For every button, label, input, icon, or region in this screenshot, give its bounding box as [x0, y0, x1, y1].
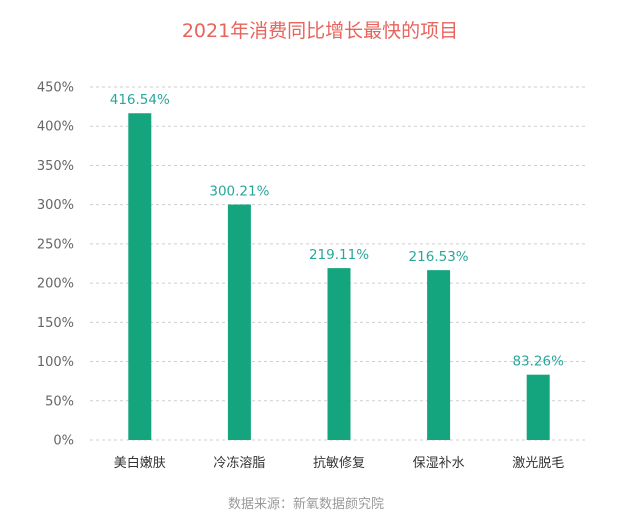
y-tick-label: 450% [37, 81, 74, 96]
data-label: 216.53% [409, 249, 469, 265]
y-tick-label: 0% [53, 434, 74, 449]
data-label: 83.26% [512, 354, 564, 370]
data-label: 416.54% [110, 92, 170, 108]
y-tick-label: 350% [37, 159, 74, 174]
x-tick-label: 保湿补水 [413, 456, 465, 471]
x-tick-label: 冷冻溶脂 [213, 455, 265, 471]
source-note: 数据来源：新氧数据颜究院 [228, 496, 384, 512]
bars [128, 113, 550, 441]
y-axis-ticks: 0% 50% 100% 150% 200% 250% 300% 350% 400% 450% [37, 81, 74, 449]
x-tick-label: 抗敏修复 [313, 456, 365, 471]
bar [128, 113, 152, 441]
bar [526, 374, 550, 440]
chart-title: 2021年消费同比增长最快的项目 [182, 20, 458, 42]
y-tick-label: 200% [37, 277, 74, 292]
x-tick-label: 美白嫩肤 [114, 455, 166, 471]
y-tick-label: 100% [37, 355, 74, 370]
y-tick-label: 400% [37, 120, 74, 135]
y-tick-label: 150% [37, 316, 74, 331]
y-tick-label: 300% [37, 198, 74, 213]
data-labels: 416.54% 300.21% 219.11% 216.53% 83.26% [110, 92, 564, 369]
y-tick-label: 250% [37, 237, 74, 252]
data-label: 300.21% [209, 184, 269, 200]
data-label: 219.11% [309, 247, 369, 263]
x-tick-label: 激光脱毛 [512, 456, 564, 471]
bar [227, 204, 251, 440]
x-axis-labels: 美白嫩肤 冷冻溶脂 抗敏修复 保湿补水 激光脱毛 [114, 455, 564, 471]
y-tick-label: 50% [45, 394, 74, 409]
bar [327, 268, 351, 440]
bar [427, 270, 451, 440]
